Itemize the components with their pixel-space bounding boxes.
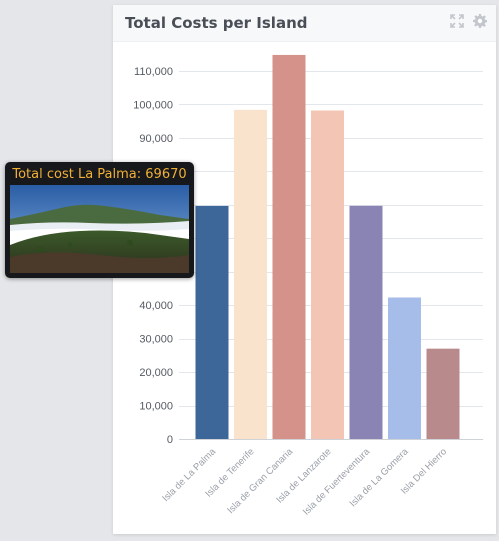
bar[interactable]	[388, 297, 421, 439]
panel-title: Total Costs per Island	[125, 14, 308, 32]
panel-header: Total Costs per Island	[113, 5, 496, 42]
y-tick-label: 90,000	[139, 133, 173, 145]
x-tick-label: Isla de Fuerteventura	[301, 446, 373, 518]
x-tick-label: Isla de Gran Canaria	[225, 446, 295, 516]
y-tick-label: 20,000	[139, 367, 173, 379]
gear-icon[interactable]	[473, 14, 487, 28]
bar[interactable]	[349, 205, 383, 439]
y-tick-label: 30,000	[139, 334, 173, 346]
bars	[195, 54, 460, 439]
y-tick-label: 40,000	[139, 300, 173, 312]
y-tick-label: 110,000	[134, 66, 173, 78]
tooltip-text: Total cost La Palma: 69670	[12, 167, 187, 182]
bar[interactable]	[234, 109, 267, 439]
bar[interactable]	[311, 110, 344, 439]
mountain-landscape-photo	[10, 185, 189, 273]
tooltip: Total cost La Palma: 69670	[5, 162, 194, 278]
bar[interactable]	[272, 54, 306, 439]
y-tick-label: 100,000	[133, 99, 173, 111]
bar[interactable]	[195, 205, 229, 439]
bar[interactable]	[426, 348, 460, 439]
y-tick-label: 0	[167, 434, 173, 446]
y-tick-label: 10,000	[139, 401, 173, 413]
expand-icon[interactable]	[450, 14, 464, 28]
y-axis-ticks: 0 10,000 20,000 30,000 40,000 90,000 100,000 11…	[133, 66, 173, 446]
